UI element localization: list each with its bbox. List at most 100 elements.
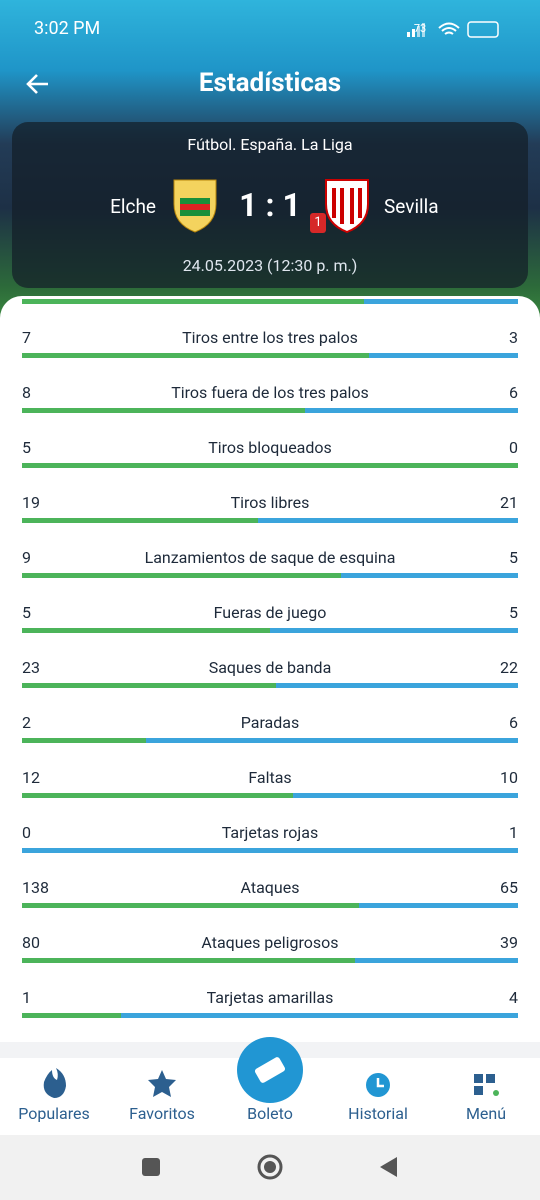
away-bar [270, 628, 518, 633]
stat-bar [22, 683, 518, 688]
away-bar [305, 408, 518, 413]
status-icons [407, 21, 499, 38]
stat-label: Tiros fuera de los tres palos [171, 383, 369, 402]
away-bar [369, 353, 518, 358]
away-value: 39 [500, 933, 518, 952]
home-bar [22, 628, 270, 633]
home-bar [22, 683, 276, 688]
nav-item[interactable]: Populares [18, 1104, 90, 1123]
home-value: 5 [22, 603, 31, 622]
away-value: 21 [500, 493, 518, 512]
stat-label: Tiros libres [230, 493, 310, 512]
nav-icons [43, 1037, 499, 1103]
system-buttons[interactable] [0, 1135, 540, 1200]
away-value: 1 [509, 823, 518, 842]
home-value: 12 [22, 768, 40, 787]
away-bar [275, 683, 518, 688]
home-bar [22, 463, 518, 468]
away-bar [121, 1013, 518, 1018]
stat-bar [22, 958, 518, 963]
stat-bar [22, 463, 518, 468]
back-button[interactable] [24, 70, 52, 98]
away-bar [292, 793, 518, 798]
away-value: 6 [509, 383, 518, 402]
home-value: 19 [22, 493, 40, 512]
stat-label: Tiros bloqueados [208, 438, 332, 457]
stat-bar [22, 903, 518, 908]
stat-bar [22, 628, 518, 633]
home-value: 0 [22, 823, 31, 842]
away-bar [340, 573, 518, 578]
stat-label: Tarjetas rojas [221, 823, 319, 842]
away-value: 10 [500, 768, 518, 787]
away-value: 4 [509, 988, 518, 1007]
home-bar [22, 738, 146, 743]
away-value: 5 [509, 548, 518, 567]
stat-label: Tiros entre los tres palos [182, 328, 358, 347]
home-value: 5 [22, 438, 31, 457]
away-value: 3 [509, 328, 518, 347]
away-value: 0 [509, 438, 518, 457]
stat-bar [22, 573, 518, 578]
stat-label: Faltas [248, 768, 292, 787]
home-value: 1 [22, 988, 31, 1007]
system-nav [0, 1135, 540, 1200]
away-bar [22, 848, 518, 853]
home-bar [22, 573, 341, 578]
stat-label: Saques de banda [208, 658, 332, 677]
home-value: 9 [22, 548, 31, 567]
partial-bar [22, 299, 364, 304]
stat-bar [22, 518, 518, 523]
stat-label: Tarjetas amarillas [206, 988, 334, 1007]
stat-bar [22, 738, 518, 743]
home-bar [22, 518, 258, 523]
away-bar [257, 518, 518, 523]
stats-panel: 7 Tiros entre los tres palos 3 8 Tiros fuera… [0, 296, 540, 1042]
away-team: Sevilla [384, 195, 439, 218]
score: 1 : 1 [239, 186, 301, 224]
away-value: 5 [509, 603, 518, 622]
stat-bar [22, 1013, 518, 1018]
home-value: 80 [22, 933, 40, 952]
away-bar [359, 903, 518, 908]
home-bar [22, 793, 293, 798]
away-bar [146, 738, 518, 743]
battery-level: 73 [413, 22, 427, 35]
away-logo [325, 179, 369, 234]
home-value: 7 [22, 328, 31, 347]
match-card: Fútbol. España. La Liga Elche 1 : 1 1 Se… [12, 122, 528, 288]
stat-bar [22, 353, 518, 358]
home-bar [22, 958, 356, 963]
stat-bar [22, 793, 518, 798]
home-bar [22, 903, 360, 908]
home-bar [22, 1013, 122, 1018]
status-time: 3:02 PM [34, 18, 101, 39]
nav-item[interactable]: Boleto [247, 1104, 293, 1123]
match-date: 24.05.2023 (12:30 p. m.) [182, 256, 358, 275]
nav-item[interactable]: Historial [348, 1104, 408, 1123]
red-card-badge: 1 [310, 213, 326, 233]
home-bar [22, 353, 370, 358]
away-bar [355, 958, 518, 963]
home-bar [22, 408, 306, 413]
away-value: 6 [509, 713, 518, 732]
nav-item[interactable]: Menú [465, 1104, 507, 1123]
home-value: 2 [22, 713, 31, 732]
home-value: 138 [22, 878, 49, 897]
away-value: 22 [500, 658, 518, 677]
home-team: Elche [110, 195, 156, 218]
page-title: Estadísticas [198, 68, 342, 98]
league: Fútbol. España. La Liga [187, 135, 353, 154]
home-logo [173, 179, 217, 233]
stat-label: Lanzamientos de saque de esquina [144, 548, 396, 567]
home-value: 23 [22, 658, 40, 677]
home-value: 8 [22, 383, 31, 402]
stat-bar [22, 848, 518, 853]
away-value: 65 [500, 878, 518, 897]
stat-label: Ataques [240, 878, 300, 897]
stat-label: Fueras de juego [213, 603, 327, 622]
partial-bar [364, 299, 518, 304]
stat-label: Ataques peligrosos [201, 933, 339, 952]
nav-item[interactable]: Favoritos [129, 1104, 195, 1123]
